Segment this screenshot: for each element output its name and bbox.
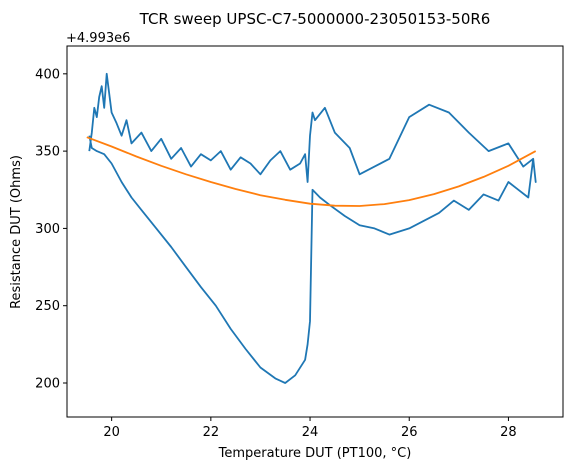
y-axis-title: Resistance DUT (Ohms) (9, 155, 24, 309)
x-tick-label: 24 (302, 425, 319, 440)
x-tick-label: 28 (500, 425, 517, 440)
y-offset-label: +4.993e6 (66, 31, 130, 46)
y-tick-label: 350 (35, 145, 60, 160)
series-line-measured (88, 72, 537, 384)
y-tick-label: 200 (35, 376, 60, 391)
x-tick-label: 26 (401, 425, 418, 440)
x-axis: 20 22 24 26 28 (103, 417, 517, 440)
x-axis-title: Temperature DUT (PT100, °C) (218, 446, 412, 461)
plot-area (86, 72, 537, 384)
chart-title: TCR sweep UPSC-C7-5000000-23050153-50R6 (139, 10, 491, 28)
y-tick-label: 400 (35, 67, 60, 82)
series-line-fit (86, 136, 537, 207)
x-tick-label: 22 (203, 425, 220, 440)
y-tick-label: 300 (35, 222, 60, 237)
y-tick-label: 250 (35, 299, 60, 314)
y-axis: 200 250 300 350 400 (35, 67, 67, 391)
x-tick-label: 20 (103, 425, 120, 440)
axes-frame (66, 45, 564, 418)
